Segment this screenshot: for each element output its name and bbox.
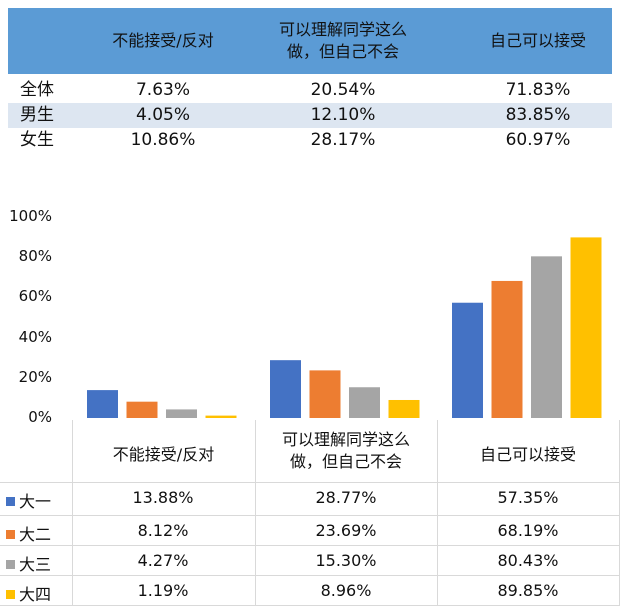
summary-row-label: 全体 xyxy=(20,80,54,100)
legend-大一: 大一 xyxy=(6,488,51,512)
summary-cell: 28.17% xyxy=(310,130,376,150)
y-tick-label: 80% xyxy=(18,247,52,266)
legend-swatch xyxy=(6,497,15,506)
summary-cell: 60.97% xyxy=(505,130,571,150)
table-vline xyxy=(255,420,256,606)
table-hline xyxy=(0,545,620,546)
table-header-understand: 可以理解同学这么 做，但自己不会 xyxy=(255,429,437,473)
data-label: 13.88% xyxy=(132,488,194,507)
bar-大三-0 xyxy=(166,409,197,418)
legend-大四: 大四 xyxy=(6,581,51,605)
summary-row-label: 女生 xyxy=(20,130,54,150)
bar-大一-0 xyxy=(87,390,118,418)
summary-cell: 12.10% xyxy=(310,105,376,125)
summary-cell: 10.86% xyxy=(130,130,196,150)
table-header-oppose: 不能接受/反对 xyxy=(112,445,215,464)
y-tick-label: 60% xyxy=(18,287,52,306)
data-label: 1.19% xyxy=(137,581,189,600)
data-label: 68.19% xyxy=(497,521,559,540)
legend-label: 大四 xyxy=(19,585,52,604)
legend-swatch xyxy=(6,530,15,539)
summary-row: 全体 7.63% 20.54% 71.83% xyxy=(8,78,612,103)
bar-大四-2 xyxy=(570,237,602,418)
summary-cell: 71.83% xyxy=(505,80,571,100)
legend-label: 大二 xyxy=(19,525,52,544)
table-hline xyxy=(0,515,620,516)
data-label: 80.43% xyxy=(497,551,559,570)
y-tick-label: 40% xyxy=(18,327,52,346)
bar-大三-2 xyxy=(531,256,562,418)
table-header-accept: 自己可以接受 xyxy=(479,445,576,464)
legend-大三: 大三 xyxy=(6,551,51,575)
summary-header-accept: 自己可以接受 xyxy=(489,31,586,50)
data-label: 28.77% xyxy=(315,488,377,507)
summary-row: 女生 10.86% 28.17% 60.97% xyxy=(8,128,612,153)
summary-header-oppose: 不能接受/反对 xyxy=(112,31,214,50)
table-vline xyxy=(72,420,73,606)
bar-chart xyxy=(87,237,602,418)
table-vline xyxy=(619,420,620,606)
legend-swatch xyxy=(6,590,15,599)
y-tick-label: 0% xyxy=(28,408,52,426)
table-header-understand-line1: 可以理解同学这么 xyxy=(281,430,410,449)
summary-header-understand-line2: 做，但自己不会 xyxy=(286,42,399,61)
table-header-understand-line2: 做，但自己不会 xyxy=(289,452,402,471)
summary-cell: 20.54% xyxy=(310,80,376,100)
summary-row-label: 男生 xyxy=(20,105,54,125)
summary-cell: 4.05% xyxy=(135,105,190,125)
bar-大四-1 xyxy=(388,399,420,418)
y-tick-label: 100% xyxy=(9,207,52,225)
summary-row: 男生 4.05% 12.10% 83.85% xyxy=(8,103,612,128)
table-vline xyxy=(437,420,438,606)
data-label: 15.30% xyxy=(315,551,377,570)
data-label: 8.12% xyxy=(137,521,189,540)
data-label: 89.85% xyxy=(497,581,559,600)
summary-cell: 83.85% xyxy=(505,105,571,125)
bar-大三-1 xyxy=(349,387,380,418)
table-hline xyxy=(0,605,620,606)
summary-cell: 7.63% xyxy=(135,80,190,100)
y-tick-label: 20% xyxy=(18,367,52,386)
data-label: 57.35% xyxy=(497,488,559,507)
summary-table-header: 不能接受/反对 可以理解同学这么 做，但自己不会 自己可以接受 xyxy=(8,8,612,74)
bar-大二-2 xyxy=(491,280,523,418)
table-hline xyxy=(0,575,620,576)
legend-swatch xyxy=(6,560,15,569)
legend-label: 大一 xyxy=(19,492,52,511)
legend-大二: 大二 xyxy=(6,521,51,545)
bar-大一-2 xyxy=(452,302,483,418)
bar-大一-1 xyxy=(270,360,301,418)
summary-header-understand-line1: 可以理解同学这么 xyxy=(278,20,407,39)
bar-大二-0 xyxy=(126,401,158,418)
summary-header-understand: 可以理解同学这么 做，但自己不会 xyxy=(253,19,433,63)
table-hline xyxy=(0,482,620,483)
data-label: 4.27% xyxy=(137,551,189,570)
data-label: 8.96% xyxy=(320,581,372,600)
bar-大四-0 xyxy=(205,415,237,418)
legend-label: 大三 xyxy=(19,555,52,574)
data-label: 23.69% xyxy=(315,521,377,540)
bar-大二-1 xyxy=(309,370,341,418)
